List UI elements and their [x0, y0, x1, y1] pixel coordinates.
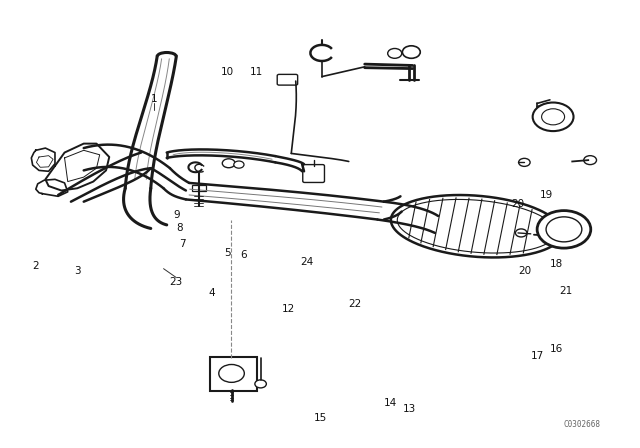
Text: 14: 14 — [383, 398, 397, 408]
Circle shape — [255, 380, 266, 388]
Circle shape — [532, 103, 573, 131]
Circle shape — [545, 232, 557, 241]
Text: 1: 1 — [150, 94, 157, 104]
Text: 11: 11 — [250, 67, 263, 77]
Circle shape — [518, 158, 530, 166]
Text: 8: 8 — [176, 224, 183, 233]
Text: 7: 7 — [179, 239, 186, 249]
Text: 17: 17 — [531, 351, 544, 361]
Text: 13: 13 — [403, 405, 416, 414]
Text: 20: 20 — [518, 266, 531, 276]
Text: 5: 5 — [224, 248, 230, 258]
FancyBboxPatch shape — [277, 74, 298, 85]
Text: 4: 4 — [208, 288, 215, 298]
Text: 16: 16 — [550, 344, 563, 354]
Text: C0302668: C0302668 — [564, 420, 601, 430]
Circle shape — [403, 46, 420, 58]
Circle shape — [515, 229, 527, 237]
Text: 21: 21 — [559, 286, 573, 296]
Text: 12: 12 — [282, 304, 294, 314]
Text: 10: 10 — [221, 67, 234, 77]
Circle shape — [537, 211, 591, 248]
Text: 23: 23 — [170, 277, 183, 287]
Circle shape — [234, 161, 244, 168]
Circle shape — [584, 155, 596, 164]
Text: 2: 2 — [33, 262, 39, 271]
Circle shape — [388, 48, 402, 58]
Text: 19: 19 — [540, 190, 554, 200]
Text: 6: 6 — [240, 250, 246, 260]
Text: 24: 24 — [301, 257, 314, 267]
FancyBboxPatch shape — [303, 164, 324, 182]
Text: 15: 15 — [314, 413, 326, 423]
FancyBboxPatch shape — [191, 185, 205, 190]
Text: 9: 9 — [173, 210, 180, 220]
FancyBboxPatch shape — [210, 357, 257, 391]
Text: 22: 22 — [349, 299, 362, 310]
Circle shape — [222, 159, 235, 168]
Text: 18: 18 — [550, 259, 563, 269]
Text: 3: 3 — [74, 266, 81, 276]
Text: 20: 20 — [511, 199, 525, 209]
